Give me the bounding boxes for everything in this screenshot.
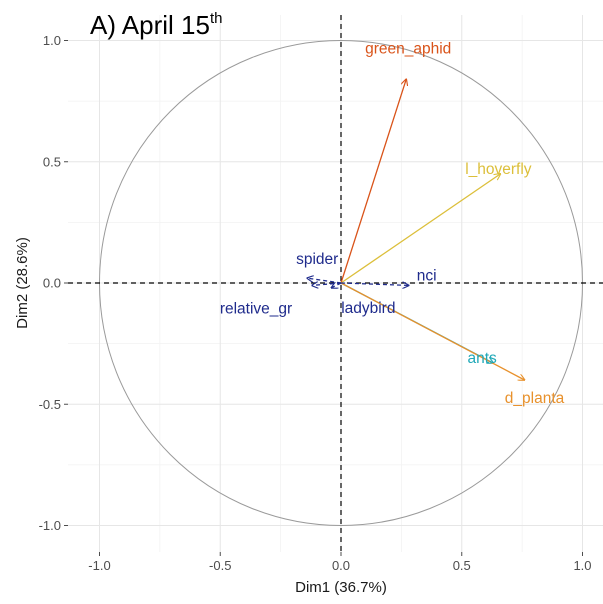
y-axis-ticks: -1.0 -0.5 0.0 0.5 1.0	[39, 33, 68, 533]
label-spider: spider	[296, 251, 338, 268]
chart-title-superscript: th	[210, 10, 223, 27]
arrow-green-aphid	[340, 79, 406, 284]
arrow-l-hoverfly	[340, 174, 500, 284]
y-axis-title: Dim2 (28.6%)	[14, 237, 31, 329]
label-ladybird: ladybird	[341, 300, 395, 317]
label-ants: ants	[467, 350, 497, 367]
arrow-ladybird	[331, 283, 342, 288]
y-tick-label: 0.5	[43, 154, 61, 169]
label-green-aphid: green_aphid	[365, 40, 451, 57]
x-axis-ticks: -1.0 -0.5 0.0 0.5 1.0	[88, 552, 592, 573]
arrow-spider	[307, 278, 342, 284]
reference-lines	[68, 15, 603, 552]
y-tick-label: -1.0	[39, 518, 61, 533]
x-tick-label: 1.0	[573, 558, 591, 573]
arrow-nci	[340, 283, 409, 285]
x-tick-label: 0.5	[453, 558, 471, 573]
label-nci: nci	[417, 267, 437, 284]
x-tick-label: -1.0	[88, 558, 110, 573]
x-tick-label: -0.5	[209, 558, 231, 573]
y-tick-label: 1.0	[43, 33, 61, 48]
arrow-relative-gr	[312, 283, 342, 285]
label-l-hoverfly: l_hoverfly	[465, 161, 532, 178]
y-tick-label: -0.5	[39, 397, 61, 412]
y-tick-label: 0.0	[43, 276, 61, 291]
label-relative-gr: relative_gr	[220, 300, 292, 317]
x-tick-label: 0.0	[332, 558, 350, 573]
chart-title: A) April 15th	[90, 10, 222, 40]
x-axis-title: Dim1 (36.7%)	[295, 579, 387, 596]
chart-title-main: A) April 15	[90, 10, 210, 40]
label-d-planta: d_planta	[505, 390, 565, 407]
variable-arrows	[307, 79, 524, 380]
arrow-d-planta	[340, 282, 525, 380]
